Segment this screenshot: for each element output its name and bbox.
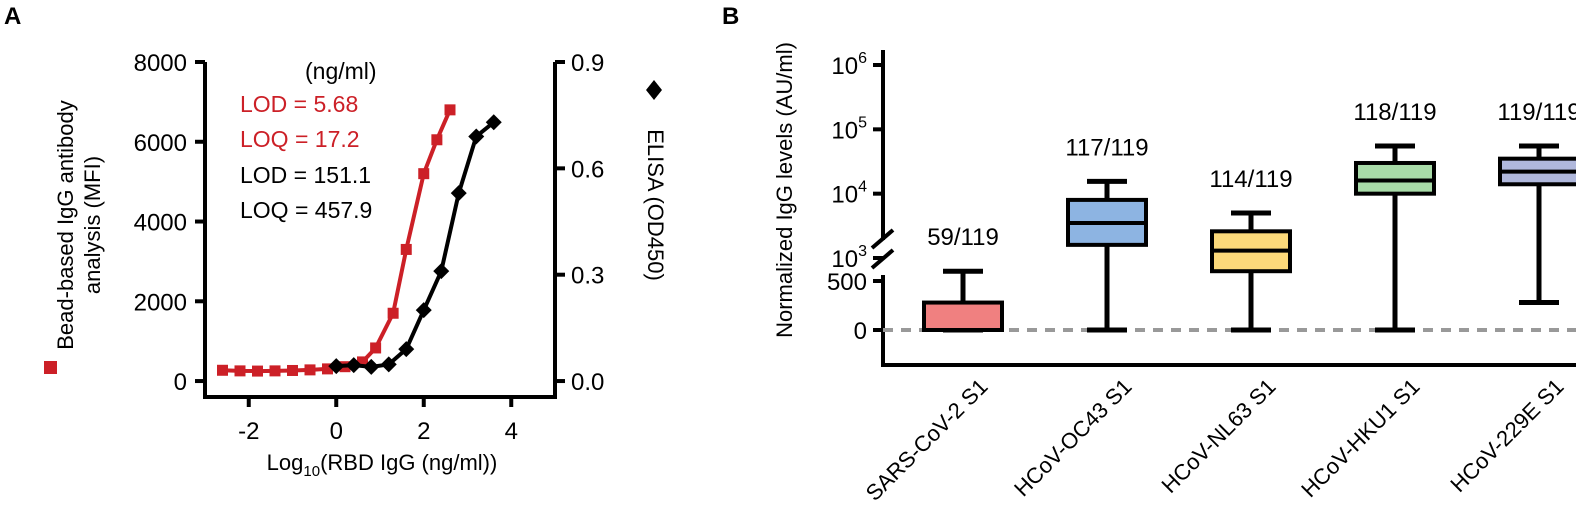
elisa-point (468, 128, 485, 145)
category-label: SARS-CoV-2 S1 (861, 374, 993, 506)
axis-break-mark-top (870, 228, 895, 250)
panel-a-series (217, 104, 502, 377)
y-left-tick-label: 4000 (134, 210, 187, 237)
category-label: HCoV-HKU1 S1 (1296, 374, 1424, 502)
box-4: 118/119 HCoV-HKU1 S1 (1296, 99, 1436, 502)
box-iqr (922, 300, 1004, 332)
positive-fraction-label: 59/119 (927, 224, 999, 251)
elisa-loq-annotation: LOQ = 457.9 (240, 197, 372, 223)
positive-fraction-label: 114/119 (1209, 166, 1292, 193)
positive-fraction-label: 119/119 (1497, 99, 1576, 126)
bead-point (304, 364, 316, 376)
elisa-point (345, 357, 362, 374)
elisa-legend-marker (646, 80, 662, 100)
y-right-tick-label: 0.6 (571, 156, 604, 183)
elisa-point (398, 341, 415, 358)
bead-point (269, 365, 281, 377)
elisa-point (328, 358, 345, 375)
x-tick-label: 4 (505, 418, 518, 445)
bead-point (431, 134, 443, 146)
elisa-point (415, 302, 432, 319)
panel-b-letter: B (722, 3, 739, 30)
y-left-tick-label: 8000 (134, 50, 187, 77)
panel-a-ylabel-left: Bead-based IgG antibody analysis (MFI) (53, 100, 105, 350)
bead-point (387, 307, 399, 319)
panel-b-axes (870, 50, 1576, 367)
y-tick-label: 106 (831, 50, 867, 80)
elisa-point (363, 358, 380, 375)
elisa-lod-annotation: LOD = 151.1 (240, 162, 371, 188)
y-left-tick-label: 6000 (134, 130, 187, 157)
bead-legend-marker (44, 361, 57, 374)
y-right-tick-label: 0.0 (571, 369, 604, 396)
elisa-series-line (336, 120, 496, 369)
bead-point (357, 356, 368, 368)
y-left-tick-label: 0 (174, 369, 187, 396)
y-tick-label: 103 (831, 243, 867, 273)
panel-a-ticks: -2 0 2 4 0 2000 4000 6000 8000 0.0 0.3 0.6 0.9 (134, 50, 605, 445)
bead-lod-annotation: LOD = 5.68 (240, 91, 358, 117)
box-iqr (1354, 160, 1436, 196)
y-right-tick-label: 0.9 (571, 50, 604, 77)
bead-point (234, 365, 246, 377)
x-tick-label: 0 (330, 418, 343, 445)
bead-point (418, 168, 430, 180)
bead-loq-annotation: LOQ = 17.2 (240, 126, 360, 152)
x-tick-label: 2 (417, 418, 430, 445)
y-tick-label: 105 (831, 114, 867, 144)
elisa-point (450, 185, 467, 202)
category-label: HCoV-OC43 S1 (1009, 374, 1136, 501)
y-right-tick-label: 0.3 (571, 263, 604, 290)
category-label: HCoV-NL63 S1 (1156, 374, 1280, 498)
positive-fraction-label: 118/119 (1353, 99, 1436, 126)
ylabel-left-line2: analysis (MFI) (80, 156, 105, 294)
bead-point (252, 365, 263, 377)
category-label: HCoV-229E S1 (1445, 374, 1568, 497)
bead-point (322, 363, 333, 375)
bead-point (444, 104, 456, 116)
y-tick-label: 500 (827, 269, 867, 296)
bead-point (370, 342, 382, 354)
panel-b-ylabel-text: Normalized IgG levels (AU/ml) (772, 42, 797, 338)
ylabel-right-text: ELISA (OD450) (643, 129, 668, 281)
elisa-point (380, 356, 397, 373)
panel-a-letter: A (4, 3, 21, 30)
bead-point (217, 364, 228, 376)
panel-b-ylabel: Normalized IgG levels (AU/ml) (772, 42, 797, 338)
y-left-tick-label: 2000 (134, 289, 187, 316)
panel-a-axes (203, 62, 557, 399)
x-tick-label: -2 (238, 418, 259, 445)
box-2: 117/119 HCoV-OC43 S1 (1009, 134, 1149, 501)
bead-point (287, 364, 298, 376)
y-tick-label: 104 (831, 179, 867, 209)
y-tick-label: 0 (854, 318, 867, 345)
units-annotation: (ng/ml) (305, 58, 377, 84)
ylabel-left-line1: Bead-based IgG antibody (53, 100, 78, 350)
bead-point (400, 243, 412, 255)
box-5: 119/119 HCoV-229E S1 (1445, 99, 1576, 497)
elisa-point (485, 114, 502, 131)
elisa-point (433, 263, 450, 280)
panel-a-ylabel-right: ELISA (OD450) (643, 129, 668, 281)
positive-fraction-label: 117/119 (1065, 134, 1148, 161)
panel-a-xlabel: Log10(RBD IgG (ng/ml)) (267, 450, 498, 480)
